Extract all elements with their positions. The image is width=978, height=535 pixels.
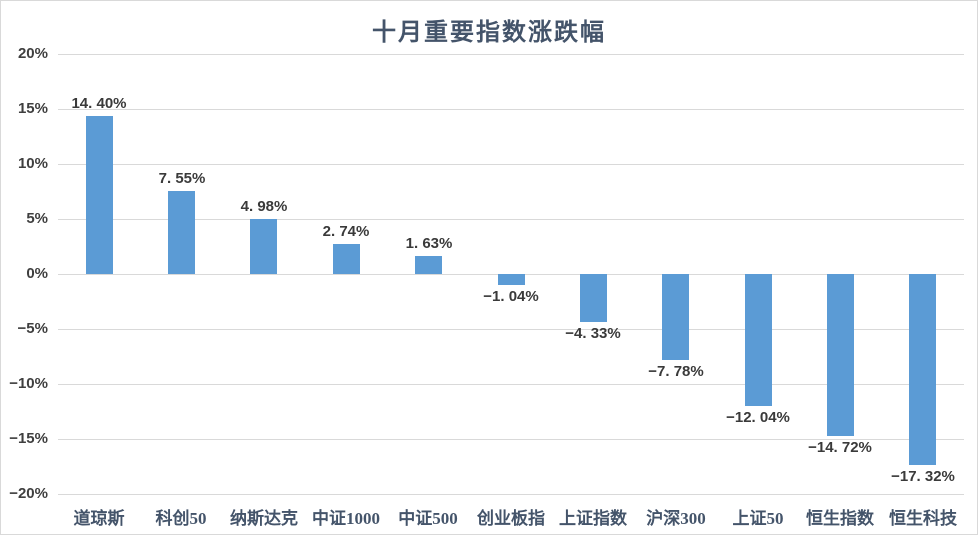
chart-bar	[415, 256, 442, 274]
y-axis-tick-label: 10%	[17, 155, 48, 172]
x-axis-category-label: 创业板指	[477, 509, 545, 528]
chart-title: 十月重要指数涨跌幅	[372, 20, 606, 46]
x-axis-category-label: 恒生指数	[806, 509, 874, 528]
bar-data-label: −7. 78%	[648, 363, 704, 380]
chart-bar	[580, 274, 607, 322]
x-axis-category-label: 科创50	[155, 509, 207, 528]
bar-data-label: 4. 98%	[240, 198, 288, 215]
x-axis-category-label: 道琼斯	[73, 509, 125, 528]
bar-data-label: −14. 72%	[808, 439, 872, 456]
gridline	[58, 329, 964, 330]
bar-data-label: 1. 63%	[405, 235, 453, 252]
x-axis-category-label: 上证指数	[559, 509, 627, 528]
y-axis-tick-label: −10%	[9, 375, 48, 392]
x-axis-category-label: 中证1000	[312, 509, 380, 528]
bar-data-label: 7. 55%	[158, 170, 206, 187]
bar-data-label: −17. 32%	[891, 468, 955, 485]
x-axis-category-label: 恒生科技	[889, 509, 957, 528]
bar-data-label: −1. 04%	[483, 288, 539, 305]
chart-bar	[250, 219, 277, 274]
y-axis-tick-label: 0%	[26, 265, 48, 282]
gridline	[58, 109, 964, 110]
bar-data-label: 2. 74%	[322, 223, 370, 240]
gridline	[58, 54, 964, 55]
x-axis-category-label: 上证50	[732, 509, 784, 528]
chart-bar	[333, 244, 360, 274]
gridline	[58, 219, 964, 220]
bar-data-label: −12. 04%	[726, 409, 790, 426]
bar-data-label: 14. 40%	[71, 95, 127, 112]
gridline	[58, 164, 964, 165]
chart-bar	[827, 274, 854, 436]
y-axis-tick-label: 5%	[26, 210, 48, 227]
chart-bar	[745, 274, 772, 406]
y-axis-tick-label: −15%	[9, 430, 48, 447]
gridline	[58, 439, 964, 440]
bar-data-label: −4. 33%	[565, 325, 621, 342]
chart-bar	[86, 116, 113, 274]
y-axis-tick-label: 20%	[17, 45, 48, 62]
x-axis-category-label: 中证500	[398, 509, 458, 528]
chart-bar	[909, 274, 936, 465]
chart-bar	[498, 274, 525, 285]
chart-bar	[168, 191, 195, 274]
y-axis-tick-label: 15%	[17, 100, 48, 117]
gridline	[58, 494, 964, 495]
x-axis-category-label: 纳斯达克	[230, 509, 298, 528]
y-axis-tick-label: −5%	[17, 320, 48, 337]
y-axis-tick-label: −20%	[9, 485, 48, 502]
chart-bar	[662, 274, 689, 360]
gridline	[58, 384, 964, 385]
x-axis-category-label: 沪深300	[646, 509, 706, 528]
